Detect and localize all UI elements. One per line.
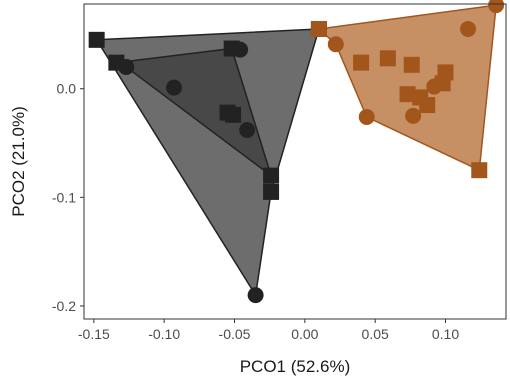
y-axis-title: PCO2 (21.0%) <box>9 106 28 217</box>
x-tick-label-6: 0.10 <box>432 326 459 342</box>
hull-layer <box>95 4 497 296</box>
y-tick-label-3: -0.2 <box>52 298 76 314</box>
group-2-point-2 <box>327 36 344 53</box>
plot-panel-border <box>83 3 507 320</box>
y-tick-label-2: -0.1 <box>52 189 76 205</box>
group-1-point-3 <box>118 59 135 75</box>
x-axis-title: PCO1 (52.6%) <box>240 357 351 376</box>
group-2-point-3 <box>353 54 370 71</box>
group-2-point-15 <box>488 0 505 14</box>
group-2-point-10 <box>434 75 451 92</box>
y-tick-label-1: 0.0 <box>57 81 77 97</box>
group-1-point-1 <box>88 31 105 48</box>
group-2-point-16 <box>471 162 488 179</box>
group-2-point-13 <box>358 108 375 125</box>
x-tick-label-3: -0.05 <box>219 326 251 342</box>
group-1-point-6 <box>232 41 249 58</box>
x-tick-label-5: 0.05 <box>362 326 389 342</box>
group-1-point-4 <box>166 79 183 96</box>
group-2-point-4 <box>379 50 396 67</box>
group-2-point-11 <box>419 97 436 114</box>
point-layer <box>88 0 505 304</box>
group-1-point-8 <box>225 106 242 123</box>
group-2-point-14 <box>460 20 477 37</box>
group-2-point-5 <box>403 56 420 73</box>
x-tick-label-2: -0.10 <box>148 326 180 342</box>
group-2-point-12 <box>405 107 422 124</box>
group-1-point-12 <box>247 287 264 304</box>
x-tick-label-4: 0.00 <box>291 326 318 342</box>
y-axis: 0.0 -0.1 -0.2 <box>52 81 84 314</box>
group-1-point-11 <box>263 183 280 200</box>
group-1-point-10 <box>263 167 280 184</box>
group-2-point-6 <box>399 86 416 103</box>
x-tick-label-1: -0.15 <box>78 326 110 342</box>
x-axis: -0.15 -0.10 -0.05 0.00 0.05 0.10 <box>78 319 459 342</box>
group-2-point-1 <box>310 20 327 37</box>
group-1-point-9 <box>239 122 256 138</box>
